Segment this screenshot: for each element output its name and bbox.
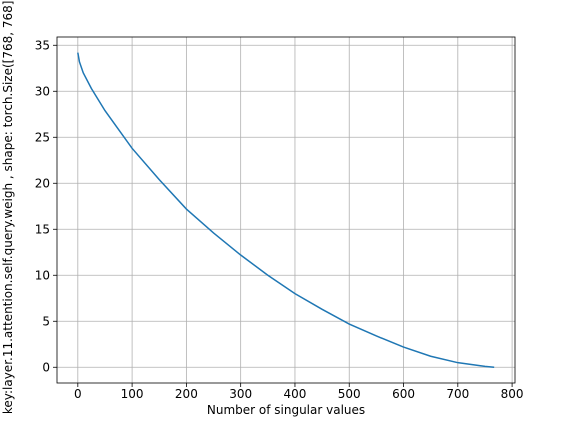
y-tick-label: 30 bbox=[35, 84, 50, 98]
x-tick-label: 700 bbox=[446, 387, 469, 401]
x-tick-label: 400 bbox=[284, 387, 307, 401]
x-tick-label: 200 bbox=[175, 387, 198, 401]
data-line bbox=[77, 52, 495, 369]
y-tick-label: 5 bbox=[42, 314, 50, 328]
y-tick-label: 20 bbox=[35, 176, 50, 190]
y-tick-label: 35 bbox=[35, 38, 50, 52]
y-tick-label: 25 bbox=[35, 130, 50, 144]
plot-frame bbox=[56, 36, 516, 384]
x-tick-label: 300 bbox=[229, 387, 252, 401]
x-tick-label: 100 bbox=[121, 387, 144, 401]
x-tick-label: 800 bbox=[501, 387, 524, 401]
y-axis-label: key:layer.11.attention.self.query.weigh … bbox=[1, 0, 15, 414]
y-tick-label: 15 bbox=[35, 222, 50, 236]
y-tick-label: 10 bbox=[35, 268, 50, 282]
y-tick-label: 0 bbox=[42, 360, 50, 374]
x-tick-label: 0 bbox=[74, 387, 82, 401]
x-axis-label: Number of singular values bbox=[207, 403, 365, 417]
x-tick-label: 500 bbox=[338, 387, 361, 401]
x-tick-label: 600 bbox=[392, 387, 415, 401]
